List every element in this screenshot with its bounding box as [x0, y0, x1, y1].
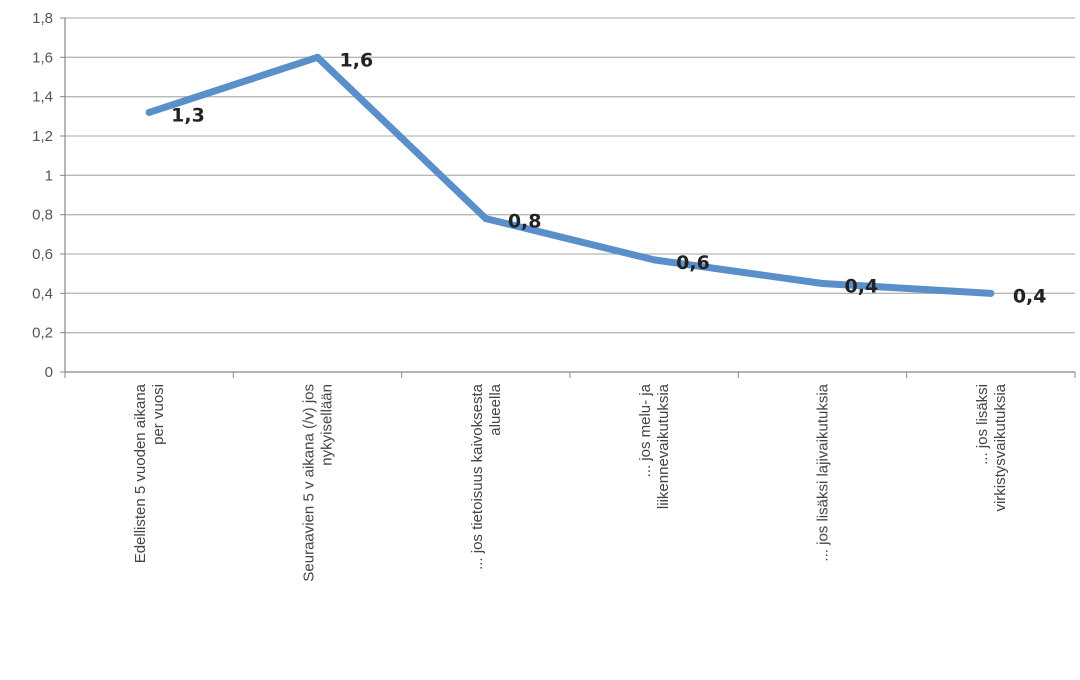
y-tick-label: 1	[45, 167, 53, 184]
x-category-label-line: per vuosi	[150, 384, 167, 445]
data-point	[650, 256, 658, 264]
data-label: 1,3	[171, 104, 205, 126]
x-category-label-line: virkistysvaikutuksia	[992, 383, 1009, 511]
y-tick-label: 1,4	[32, 89, 53, 106]
y-axis: 0 0,2 0,4 0,6 0,8 1 1,2 1,4 1,6 1,8	[32, 10, 66, 381]
y-tick-label: 1,6	[32, 49, 53, 66]
series-line-group	[145, 53, 995, 297]
data-point	[987, 289, 995, 297]
x-category-label-line: Edellisten 5 vuoden aikana	[132, 383, 149, 563]
x-category-label: ... jos tietoisuus kaivoksesta alueella	[469, 383, 504, 570]
x-category-label: ... jos melu- ja liikennevaikutuksia	[637, 383, 672, 509]
data-point	[145, 108, 153, 116]
x-category-label-line: ... jos tietoisuus kaivoksesta	[469, 383, 486, 570]
x-axis: Edellisten 5 vuoden aikana per vuosi Seura…	[64, 371, 1076, 582]
data-label: 0,6	[676, 252, 710, 274]
data-point	[819, 280, 826, 287]
data-label: 0,4	[1013, 285, 1047, 307]
x-category-label: ... jos lisäksi virkistysvaikutuksia	[974, 383, 1009, 511]
data-label: 1,6	[340, 49, 374, 71]
x-category-label-line: ... jos melu- ja	[637, 383, 654, 477]
x-category-label-line: nykyisellään	[319, 384, 336, 466]
y-tick-label: 0,4	[32, 285, 53, 302]
x-category-label-line: ... jos lisäksi	[974, 384, 991, 465]
x-category-label: Seuraavien 5 v aikana (/v) jos nykyisellä…	[301, 384, 336, 582]
x-category-label: Edellisten 5 vuoden aikana per vuosi	[132, 383, 167, 563]
y-tick-label: 0	[45, 364, 53, 381]
x-category-label-line: ... jos lisäksi lajivaikutuksia	[815, 383, 832, 561]
x-category-label-line: liikennevaikutuksia	[655, 383, 672, 509]
y-tick-label: 0,8	[32, 207, 53, 224]
y-tick-label: 1,8	[32, 10, 53, 27]
data-labels: 1,3 1,6 0,8 0,6 0,4 0,4	[171, 49, 1046, 307]
data-point	[482, 215, 490, 223]
data-label: 0,4	[845, 276, 879, 298]
series-line	[145, 53, 995, 297]
data-point	[314, 53, 321, 61]
y-tick-label: 0,6	[32, 246, 53, 263]
y-tick-label: 1,2	[32, 128, 53, 145]
data-label: 0,8	[508, 211, 542, 233]
x-category-label-line: Seuraavien 5 v aikana (/v) jos	[301, 384, 318, 582]
gridlines	[65, 17, 1075, 334]
x-category-label-line: alueella	[487, 383, 504, 435]
x-category-label: ... jos lisäksi lajivaikutuksia	[815, 383, 832, 561]
y-tick-label: 0,2	[32, 325, 53, 342]
